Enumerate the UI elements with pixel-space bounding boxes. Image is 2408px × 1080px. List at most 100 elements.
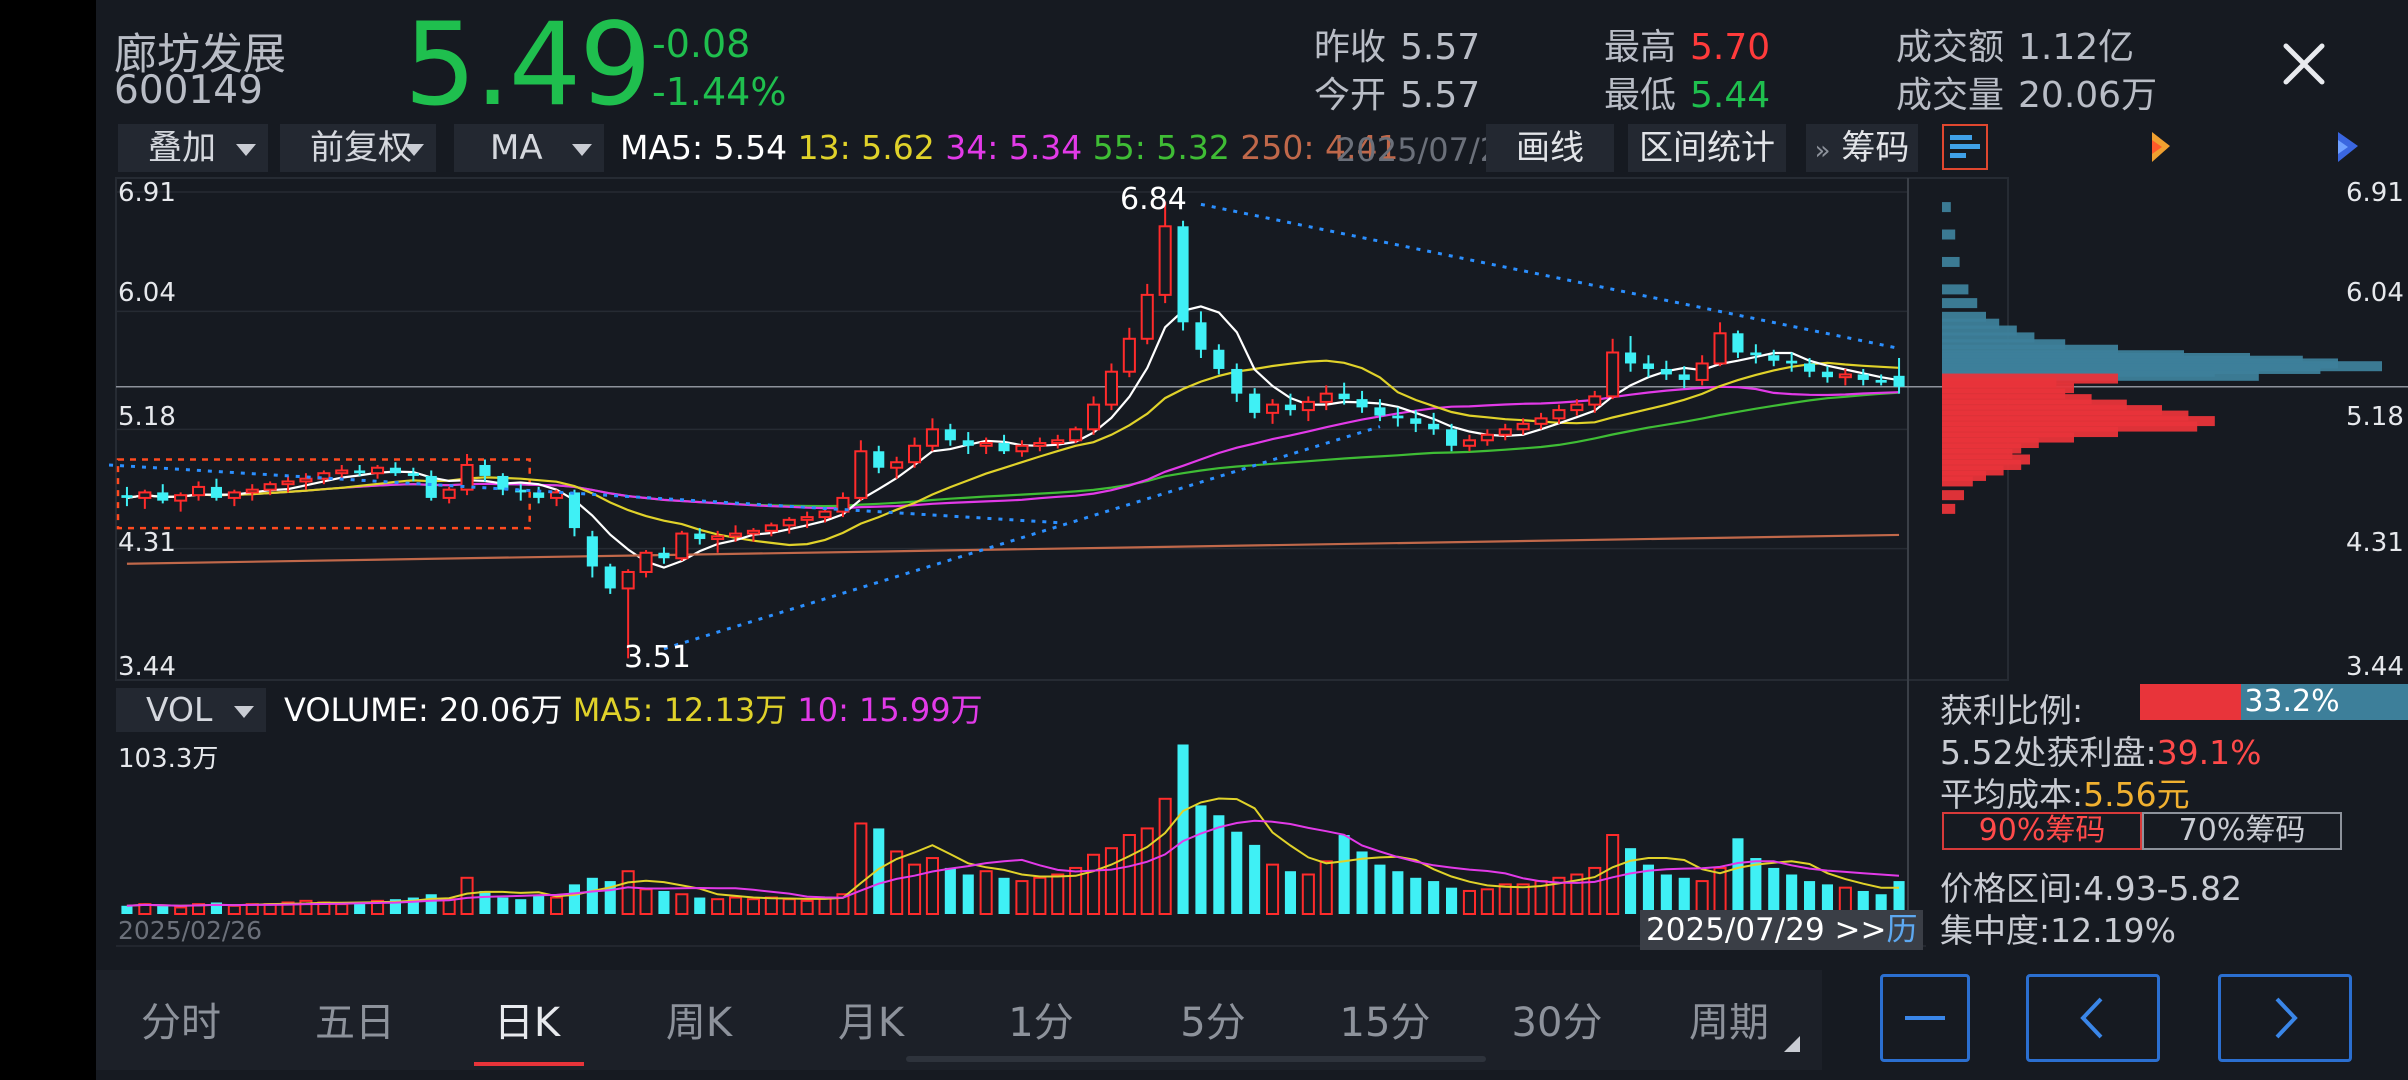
chip-bars-icon-button[interactable] bbox=[1942, 124, 1988, 170]
chip-axis-label: 6.91 bbox=[2346, 178, 2404, 208]
candle-body bbox=[925, 428, 939, 447]
chip-bar bbox=[1942, 284, 1969, 295]
volume-ma10-value: 10: 15.99万 bbox=[797, 691, 983, 729]
candle-body bbox=[1606, 351, 1620, 398]
tab-70-chips[interactable]: 70%筹码 bbox=[2142, 812, 2342, 850]
chip-bar bbox=[1942, 405, 2162, 416]
candle-body bbox=[1625, 352, 1637, 364]
scroll-left-button[interactable] bbox=[2026, 974, 2160, 1062]
chart-grid bbox=[115, 177, 2408, 948]
candle-body bbox=[389, 467, 401, 474]
profit-ratio-fill bbox=[2140, 684, 2241, 720]
ma55-value: 55: 5.32 bbox=[1092, 128, 1230, 167]
candle-body bbox=[1480, 433, 1494, 442]
adjust-label: 前复权 bbox=[310, 128, 412, 168]
volume-bar bbox=[694, 897, 706, 914]
volume-bar bbox=[1570, 873, 1584, 916]
ma250-line bbox=[126, 533, 1900, 565]
tab-90-chips[interactable]: 90%筹码 bbox=[1942, 812, 2142, 850]
chevron-down-icon bbox=[236, 144, 256, 156]
history-link[interactable]: 历 bbox=[1886, 912, 1918, 948]
candle-body bbox=[1446, 429, 1458, 446]
candle-body bbox=[1838, 373, 1852, 379]
end-date-badge[interactable]: 2025/07/29 >>历 bbox=[1640, 910, 1924, 950]
price-range-label: 价格区间: bbox=[1940, 869, 2084, 908]
volume-bar bbox=[1140, 827, 1154, 915]
candle-body bbox=[1732, 333, 1744, 353]
scroll-right-button[interactable] bbox=[2218, 974, 2352, 1062]
overlay-dropdown[interactable]: 叠加 bbox=[118, 124, 268, 172]
volume-bar bbox=[1319, 860, 1333, 915]
kline-chart[interactable] bbox=[96, 0, 2408, 1080]
tab-period[interactable]: 5分 bbox=[1180, 1000, 1246, 1046]
box-outline bbox=[116, 458, 531, 530]
candle-body bbox=[1750, 352, 1762, 356]
volume-bar bbox=[281, 901, 295, 916]
tab-period[interactable]: 周期 bbox=[1689, 1000, 1769, 1046]
ma55-line bbox=[126, 391, 1900, 508]
chip-bar bbox=[1942, 383, 2074, 394]
tab-period[interactable]: 15分 bbox=[1339, 1000, 1431, 1046]
tab-scrollbar[interactable] bbox=[906, 1056, 1486, 1062]
tab-period[interactable]: 分时 bbox=[141, 1000, 221, 1046]
price-range-value: 4.93-5.82 bbox=[2083, 869, 2242, 908]
volume-bar bbox=[908, 863, 922, 915]
range-stats-button[interactable]: 区间统计 bbox=[1628, 124, 1786, 172]
volume-bar bbox=[604, 881, 616, 914]
volume-indicator-dropdown[interactable]: VOL bbox=[116, 688, 266, 732]
candle-body bbox=[157, 492, 169, 501]
ma5-value: MA5: 5.54 bbox=[620, 128, 788, 167]
volume-bar bbox=[533, 895, 545, 914]
ma34-value: 34: 5.34 bbox=[945, 128, 1083, 167]
candle-body bbox=[1284, 404, 1296, 411]
price-axis-label: 6.91 bbox=[118, 178, 176, 208]
volume-bar bbox=[873, 828, 885, 914]
candle-body bbox=[533, 492, 545, 498]
volume-bar bbox=[335, 903, 349, 916]
chip-bar bbox=[1942, 490, 1964, 501]
chip-bar bbox=[1942, 465, 2004, 476]
volume-bar bbox=[1821, 884, 1833, 914]
candle-body bbox=[1804, 363, 1816, 372]
low-marker: 3.51 bbox=[624, 640, 691, 675]
volume-bar bbox=[210, 902, 222, 914]
tab-period-active[interactable]: 日K bbox=[493, 1000, 561, 1046]
chip-bar bbox=[1942, 377, 2057, 388]
indicator-dropdown[interactable]: MA bbox=[454, 124, 604, 172]
chip-style-icon-button[interactable] bbox=[2138, 124, 2184, 170]
draw-button[interactable]: 画线 bbox=[1486, 124, 1614, 172]
tab-period[interactable]: 30分 bbox=[1511, 1000, 1603, 1046]
candle-body bbox=[604, 566, 616, 589]
adjust-dropdown[interactable]: 前复权 bbox=[280, 124, 436, 172]
price-axis-label: 5.18 bbox=[118, 402, 176, 432]
close-button[interactable] bbox=[2274, 34, 2334, 94]
volume-bar bbox=[1410, 877, 1422, 914]
candle-body bbox=[639, 551, 653, 573]
chip-style-alt-icon-button[interactable] bbox=[2326, 124, 2372, 170]
candle-body bbox=[1498, 428, 1512, 436]
tab-period[interactable]: 1分 bbox=[1008, 1000, 1074, 1046]
candle-body bbox=[442, 488, 456, 499]
chips-button[interactable]: » 筹码 bbox=[1806, 124, 1918, 172]
avg-cost-label: 平均成本: bbox=[1940, 775, 2084, 814]
stock-code: 600149 bbox=[114, 68, 263, 113]
candle-body bbox=[460, 463, 474, 491]
price-axis-label: 3.44 bbox=[118, 652, 176, 682]
chip-bar bbox=[1942, 344, 2118, 355]
candle-body bbox=[1301, 400, 1315, 412]
candle-body bbox=[1319, 392, 1333, 403]
volume-bar bbox=[1374, 864, 1386, 914]
chip-bar bbox=[1942, 388, 2066, 399]
volume-bar bbox=[1033, 876, 1047, 916]
volume-bar bbox=[1104, 847, 1118, 915]
candle-body bbox=[497, 475, 509, 490]
zoom-out-button[interactable] bbox=[1880, 974, 1970, 1062]
candle-body bbox=[354, 470, 366, 474]
tab-period[interactable]: 月K bbox=[837, 1000, 905, 1046]
tab-period[interactable]: 周K bbox=[665, 1000, 733, 1046]
candle-body bbox=[1642, 363, 1654, 369]
stat-label: 最低 bbox=[1604, 75, 1677, 116]
candle-body bbox=[962, 440, 974, 446]
volume-bar bbox=[1552, 876, 1566, 916]
tab-period[interactable]: 五日 bbox=[315, 1000, 395, 1046]
